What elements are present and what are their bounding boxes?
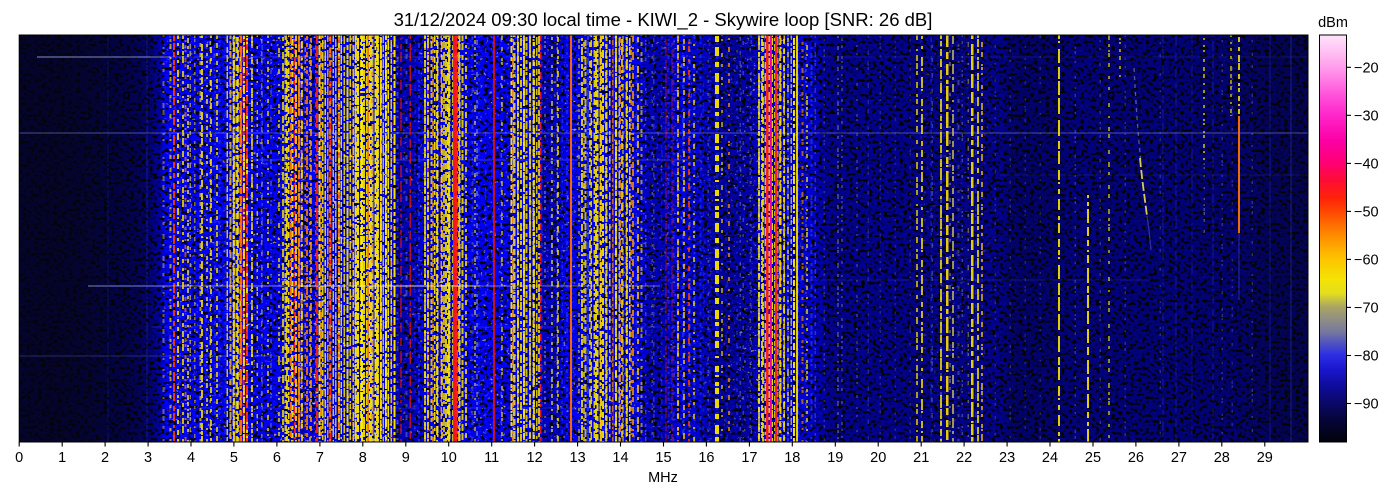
- svg-text:10: 10: [441, 450, 457, 466]
- svg-text:6: 6: [273, 450, 281, 466]
- svg-text:7: 7: [316, 450, 324, 466]
- svg-text:−50: −50: [1354, 204, 1379, 220]
- svg-text:25: 25: [1085, 450, 1101, 466]
- svg-text:−90: −90: [1354, 397, 1379, 413]
- svg-text:20: 20: [870, 450, 886, 466]
- svg-text:19: 19: [827, 450, 843, 466]
- svg-text:26: 26: [1128, 450, 1144, 466]
- svg-text:−60: −60: [1354, 252, 1379, 268]
- svg-text:18: 18: [784, 450, 800, 466]
- svg-text:−30: −30: [1354, 108, 1379, 124]
- svg-text:3: 3: [144, 450, 152, 466]
- svg-text:5: 5: [230, 450, 238, 466]
- svg-text:4: 4: [187, 450, 195, 466]
- svg-text:1: 1: [58, 450, 66, 466]
- svg-text:16: 16: [698, 450, 714, 466]
- svg-text:23: 23: [999, 450, 1015, 466]
- svg-text:−70: −70: [1354, 300, 1379, 316]
- svg-text:−40: −40: [1354, 156, 1379, 172]
- svg-text:0: 0: [15, 450, 23, 466]
- svg-text:12: 12: [527, 450, 543, 466]
- svg-text:8: 8: [359, 450, 367, 466]
- svg-text:21: 21: [913, 450, 929, 466]
- svg-text:28: 28: [1214, 450, 1230, 466]
- svg-text:11: 11: [484, 450, 499, 466]
- svg-text:15: 15: [655, 450, 671, 466]
- svg-text:13: 13: [570, 450, 586, 466]
- svg-text:14: 14: [612, 450, 628, 466]
- svg-text:−80: −80: [1354, 349, 1379, 365]
- svg-text:29: 29: [1257, 450, 1273, 466]
- svg-text:9: 9: [402, 450, 410, 466]
- svg-text:24: 24: [1042, 450, 1058, 466]
- svg-text:−20: −20: [1354, 60, 1379, 76]
- svg-text:dBm: dBm: [1318, 15, 1348, 31]
- svg-text:2: 2: [101, 450, 109, 466]
- svg-text:17: 17: [741, 450, 757, 466]
- svg-text:31/12/2024 09:30 local time -: 31/12/2024 09:30 local time - KIWI_2 - S…: [394, 9, 933, 31]
- svg-text:27: 27: [1171, 450, 1187, 466]
- svg-text:MHz: MHz: [648, 470, 678, 486]
- svg-text:22: 22: [956, 450, 972, 466]
